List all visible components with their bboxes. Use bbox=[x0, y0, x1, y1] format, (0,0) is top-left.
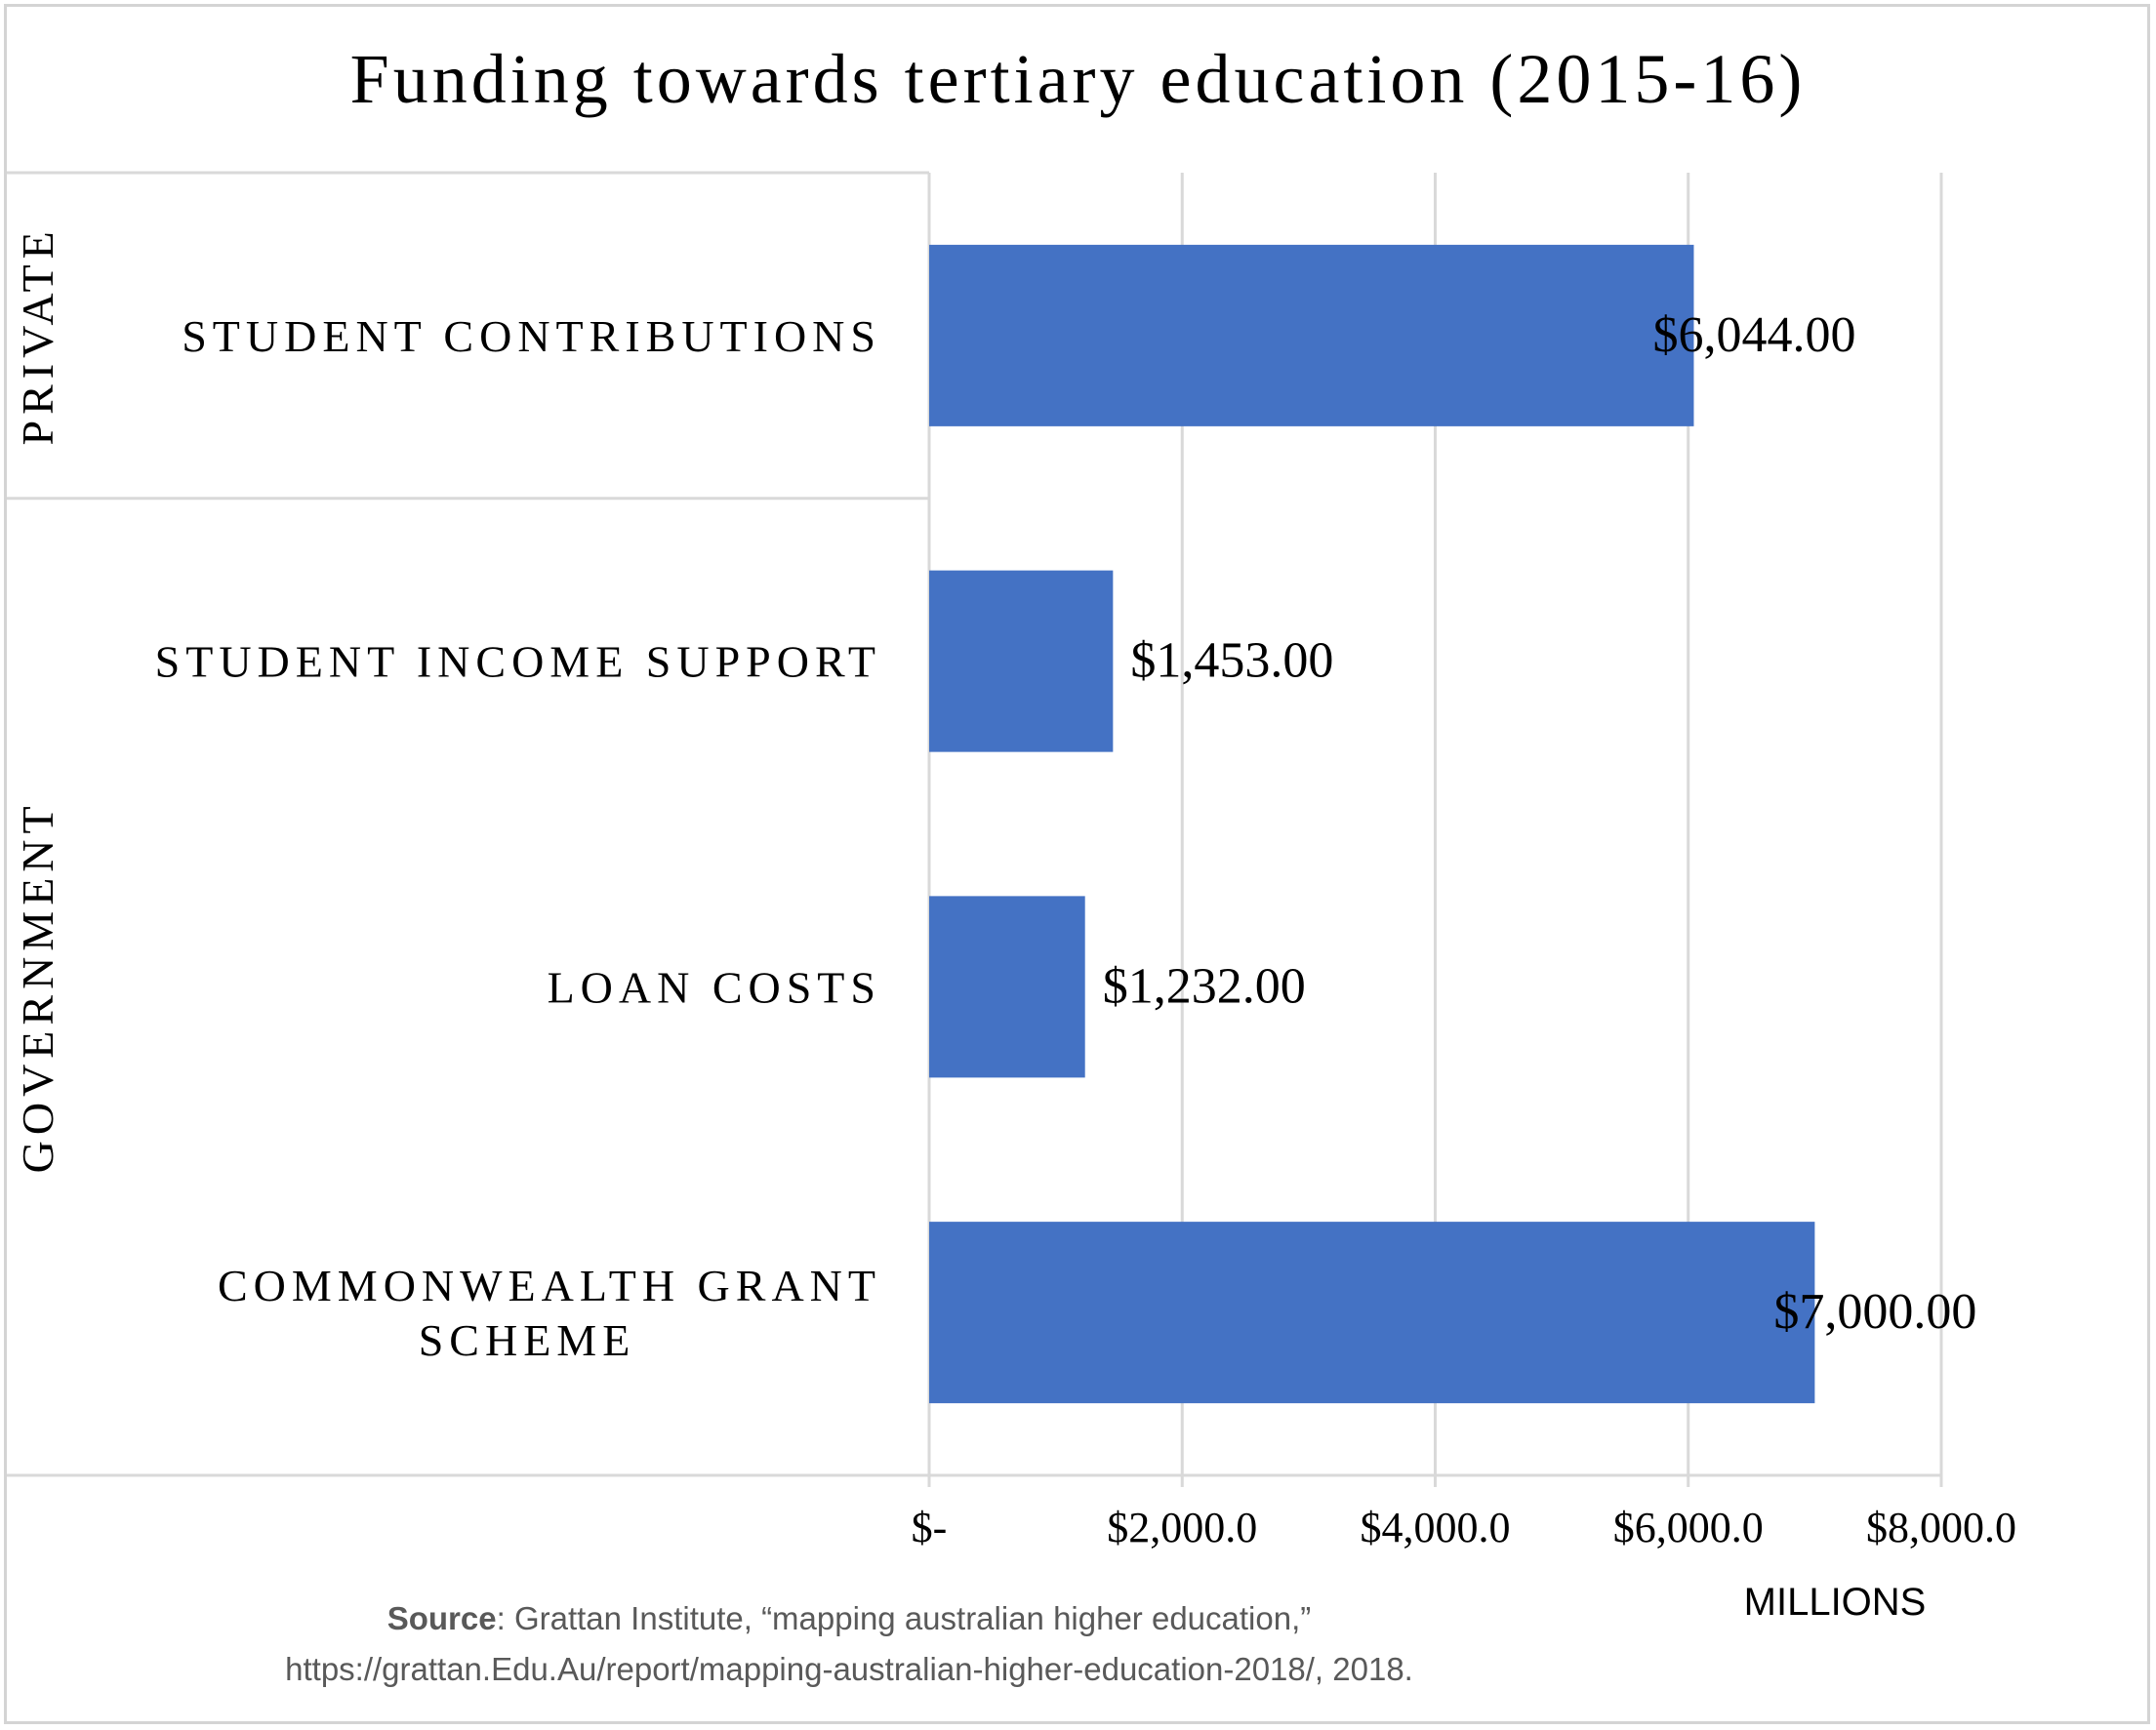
category-label-2: LOAN COSTS bbox=[548, 962, 881, 1012]
group-label-1: GOVERNMENT bbox=[13, 800, 62, 1173]
source-label: Source bbox=[386, 1600, 497, 1636]
data-label-0: $6,044.00 bbox=[1652, 307, 1855, 363]
x-tick-label-2: $4,000.0 bbox=[1361, 1504, 1511, 1551]
labels: $- $2,000.0 $4,000.0 $6,000.0 $8,000.0 PRIVAT… bbox=[13, 225, 2016, 1551]
data-label-2: $1,232.00 bbox=[1103, 958, 1306, 1014]
bar-3 bbox=[929, 1222, 1815, 1404]
data-label-1: $1,453.00 bbox=[1130, 633, 1333, 689]
x-tick-label-1: $2,000.0 bbox=[1107, 1504, 1257, 1551]
source-url: https://grattan.Edu.Au/report/mapping-au… bbox=[285, 1651, 1413, 1687]
bar-2 bbox=[929, 896, 1085, 1078]
x-tick-label-0: $- bbox=[912, 1504, 948, 1551]
category-label-3-line-1: SCHEME bbox=[419, 1315, 636, 1365]
source-text: : Grattan Institute, “mapping australian… bbox=[496, 1600, 1312, 1636]
x-tick-label-4: $8,000.0 bbox=[1866, 1504, 2016, 1551]
group-label-0: PRIVATE bbox=[13, 225, 62, 445]
x-tick-label-3: $6,000.0 bbox=[1613, 1504, 1764, 1551]
data-label-3: $7,000.00 bbox=[1773, 1284, 1976, 1340]
category-label-1: STUDENT INCOME SUPPORT bbox=[155, 637, 881, 687]
category-label-0: STUDENT CONTRIBUTIONS bbox=[182, 311, 881, 361]
bar-1 bbox=[929, 570, 1114, 752]
source-note: Source: Grattan Institute, “mapping aust… bbox=[0, 1593, 1698, 1695]
bars bbox=[929, 244, 1815, 1404]
chart-title: Funding towards tertiary education (2015… bbox=[349, 40, 1807, 118]
category-label-3-line-0: COMMONWEALTH GRANT bbox=[218, 1261, 881, 1310]
x-axis-unit-label: MILLIONS bbox=[1743, 1581, 1927, 1624]
category-dividers bbox=[7, 171, 1941, 1477]
source-line-1: Source: Grattan Institute, “mapping aust… bbox=[0, 1593, 1698, 1644]
bar-0 bbox=[929, 244, 1694, 426]
